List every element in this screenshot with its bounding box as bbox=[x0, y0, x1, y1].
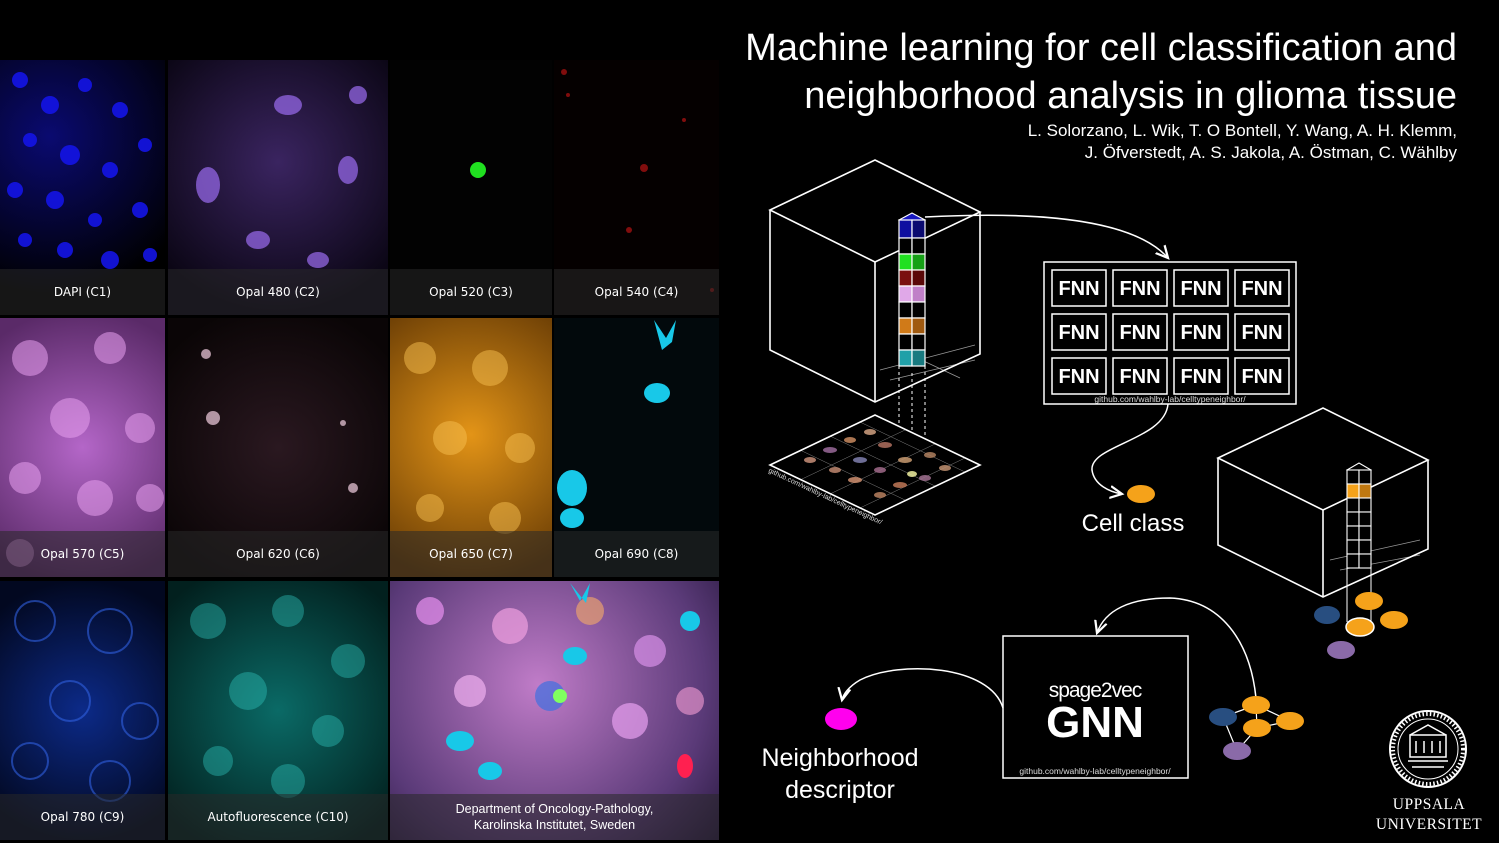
tissue-slice bbox=[768, 414, 982, 516]
fnn-label: FNN bbox=[1119, 322, 1160, 344]
fnn-label: FNN bbox=[1180, 322, 1221, 344]
data-cube-2 bbox=[1216, 407, 1430, 598]
university-name: UPPSALA UNIVERSITET bbox=[1368, 795, 1490, 835]
cell-pattern bbox=[196, 86, 367, 268]
composite-tile: Department of Oncology-Pathology, Karoli… bbox=[390, 581, 719, 840]
channel-caption: Opal 690 (C8) bbox=[554, 531, 719, 577]
repo-url-gnn: github.com/wahlby-lab/celltypeneighbor/ bbox=[1019, 766, 1171, 776]
fnn-label: FNN bbox=[1058, 278, 1099, 300]
data-cube-1 bbox=[768, 159, 982, 403]
fnn-cell bbox=[1173, 269, 1229, 307]
neighborhood-label-line2: descriptor bbox=[785, 776, 895, 804]
cell-cloud bbox=[1314, 592, 1408, 659]
fnn-cell bbox=[1112, 313, 1168, 351]
title-line2: neighborhood analysis in glioma tissue bbox=[804, 75, 1457, 117]
channel-tile-c5: Opal 570 (C5) bbox=[0, 318, 165, 577]
fnn-label: FNN bbox=[1180, 278, 1221, 300]
neighborhood-node bbox=[825, 708, 857, 730]
cell-class-node bbox=[1127, 485, 1155, 503]
arrow-to-cell-class bbox=[1091, 403, 1169, 494]
fnn-label: FNN bbox=[1058, 322, 1099, 344]
arrow-to-gnn bbox=[1097, 597, 1257, 699]
cell-pattern bbox=[201, 349, 358, 493]
channel-tile-c1: DAPI (C1) bbox=[0, 60, 165, 315]
fnn-cell bbox=[1173, 313, 1229, 351]
channel-tile-c3: Opal 520 (C3) bbox=[390, 60, 552, 315]
fnn-cell bbox=[1234, 313, 1290, 351]
channel-tile-c2: Opal 480 (C2) bbox=[168, 60, 388, 315]
fnn-label: FNN bbox=[1241, 366, 1282, 388]
university-line1: UPPSALA bbox=[1392, 796, 1466, 813]
arrow-to-descriptor bbox=[842, 667, 1004, 709]
repo-url-fnn: github.com/wahlby-lab/celltypeneighbor/ bbox=[1094, 394, 1246, 404]
page-title: Machine learning for cell classification… bbox=[745, 24, 1457, 120]
channel-caption: Opal 540 (C4) bbox=[554, 269, 719, 315]
channel-caption: Opal 620 (C6) bbox=[168, 531, 388, 577]
channel-tile-c7: Opal 650 (C7) bbox=[390, 318, 552, 577]
fnn-cell bbox=[1051, 269, 1107, 307]
voxel-column-2 bbox=[1345, 462, 1373, 569]
channel-tile-c8: Opal 690 (C8) bbox=[554, 318, 719, 577]
neighborhood-label-line1: Neighborhood bbox=[761, 744, 918, 772]
channel-tile-c6: Opal 620 (C6) bbox=[168, 318, 388, 577]
arrow-to-fnn bbox=[924, 214, 1168, 258]
fnn-label: FNN bbox=[1119, 278, 1160, 300]
university-seal bbox=[1389, 710, 1467, 788]
cell-pattern bbox=[557, 320, 676, 528]
fnn-cell bbox=[1051, 357, 1107, 395]
fnn-cell bbox=[1112, 357, 1168, 395]
channel-tile-c10: Autofluorescence (C10) bbox=[168, 581, 388, 840]
cell-pattern bbox=[470, 162, 486, 178]
fnn-label: FNN bbox=[1180, 366, 1221, 388]
channel-caption: Opal 480 (C2) bbox=[168, 269, 388, 315]
cell-pattern bbox=[11, 600, 159, 802]
cell-pattern bbox=[561, 69, 714, 292]
composite-caption-line1: Department of Oncology-Pathology, bbox=[455, 802, 654, 816]
fnn-cells: FNN FNN FNN FNN FNN FNN FNN FNN FNN FNN FNN FNN bbox=[1051, 269, 1290, 395]
gnn-subtitle: spage2vec bbox=[1049, 679, 1142, 702]
fnn-label: FNN bbox=[1058, 366, 1099, 388]
fnn-cell bbox=[1234, 269, 1290, 307]
composite-caption-line2: Karolinska Institutet, Sweden bbox=[473, 818, 636, 832]
nuclei-pattern bbox=[7, 72, 157, 269]
fnn-cell bbox=[1234, 357, 1290, 395]
gnn-box bbox=[1002, 635, 1189, 779]
authors-line1: L. Solorzano, L. Wik, T. O Bontell, Y. W… bbox=[1027, 121, 1457, 140]
channel-tile-c4: Opal 540 (C4) bbox=[554, 60, 719, 315]
channel-caption: Opal 650 (C7) bbox=[390, 531, 552, 577]
university-line2: UNIVERSITET bbox=[1375, 816, 1483, 833]
fnn-label: FNN bbox=[1241, 322, 1282, 344]
gnn-title: GNN bbox=[1046, 698, 1144, 747]
fnn-label: FNN bbox=[1241, 278, 1282, 300]
composite-caption: Department of Oncology-Pathology, Karoli… bbox=[390, 794, 719, 840]
authors: L. Solorzano, L. Wik, T. O Bontell, Y. W… bbox=[1028, 120, 1457, 164]
channel-caption: Autofluorescence (C10) bbox=[168, 794, 388, 840]
cell-pattern bbox=[190, 595, 365, 798]
fnn-cell bbox=[1112, 269, 1168, 307]
title-line1: Machine learning for cell classification… bbox=[745, 27, 1457, 69]
fnn-cell bbox=[1051, 313, 1107, 351]
fnn-label: FNN bbox=[1119, 366, 1160, 388]
channel-caption: Opal 780 (C9) bbox=[0, 794, 165, 840]
channel-caption: DAPI (C1) bbox=[0, 269, 165, 315]
cell-pattern bbox=[404, 342, 535, 534]
fnn-cell bbox=[1173, 357, 1229, 395]
cell-class-label: Cell class bbox=[1082, 510, 1185, 537]
channel-caption: Opal 570 (C5) bbox=[0, 531, 165, 577]
neighbor-graph bbox=[1209, 696, 1304, 760]
authors-line2: J. Öfverstedt, A. S. Jakola, A. Östman, … bbox=[1084, 143, 1457, 162]
channel-tile-c9: Opal 780 (C9) bbox=[0, 581, 165, 840]
composite-pattern bbox=[416, 583, 704, 780]
voxel-column bbox=[897, 212, 927, 367]
channel-caption: Opal 520 (C3) bbox=[390, 269, 552, 315]
